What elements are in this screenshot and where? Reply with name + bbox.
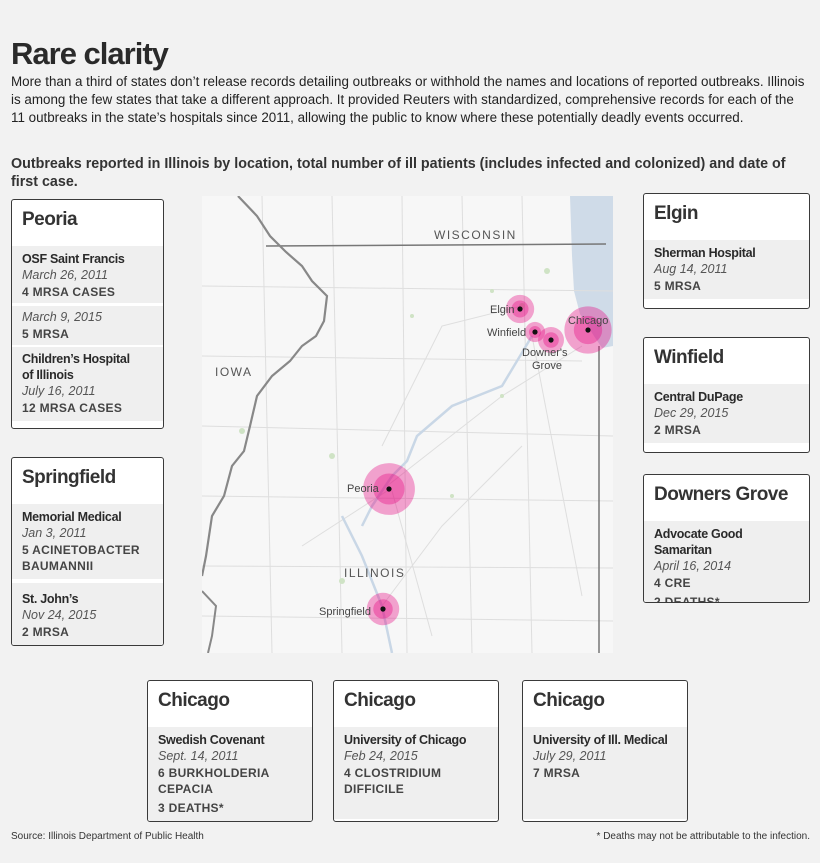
source-note: Source: Illinois Department of Public He…: [11, 831, 204, 842]
page-title: Rare clarity: [11, 36, 169, 71]
hospital-name: St. John’s: [22, 592, 79, 606]
infection-type: 6 BURKHOLDERIA: [158, 766, 270, 780]
footnote: * Deaths may not be attributable to the …: [596, 831, 810, 842]
hospital-name: Children’s Hospital: [22, 352, 130, 366]
case-count-2: 5 MRSA: [22, 327, 70, 341]
first-case-date: July 29, 2011: [533, 749, 607, 763]
card-winfield: Winfield Central DuPage Dec 29, 2015 2 M…: [643, 337, 810, 453]
hospital-entry: St. John’s Nov 24, 2015 2 MRSA: [12, 583, 163, 645]
card-city-title: Winfield: [654, 347, 724, 368]
card-downers-grove: Downers Grove Advocate Good Samaritan Ap…: [643, 474, 810, 603]
hospital-name: Memorial Medical: [22, 510, 122, 524]
hospital-entry: Sherman Hospital Aug 14, 2011 5 MRSA: [644, 240, 809, 299]
infection-type-line2: DIFFICILE: [344, 782, 405, 796]
card-chicago-university-of-chicago: Chicago University of Chicago Feb 24, 20…: [333, 680, 499, 822]
hospital-entry: Memorial Medical Jan 3, 2011 5 ACINETOBA…: [12, 504, 163, 579]
intro-paragraph: More than a third of states don’t releas…: [11, 74, 805, 125]
card-city-title: Chicago: [344, 690, 416, 711]
first-case-date: April 16, 2014: [654, 559, 732, 573]
city-dot-winfield: [532, 329, 538, 335]
card-peoria: Peoria OSF Saint Francis March 26, 2011 …: [11, 199, 164, 429]
city-dot-downers-grove: [548, 337, 554, 343]
first-case-date: March 26, 2011: [22, 268, 108, 282]
card-city-title: Peoria: [22, 209, 78, 230]
card-city-title: Chicago: [533, 690, 605, 711]
first-case-date: Sept. 14, 2011: [158, 749, 239, 763]
death-count: 3 DEATHS*: [158, 801, 224, 815]
case-count: 12 MRSA CASES: [22, 401, 123, 415]
region-label-illinois: ILLINOIS: [344, 566, 405, 580]
hospital-entry: University of Ill. Medical July 29, 2011…: [523, 727, 687, 819]
first-case-date: Jan 3, 2011: [22, 526, 87, 540]
hospital-entry: University of Chicago Feb 24, 2015 4 CLO…: [334, 727, 498, 819]
first-case-date: Feb 24, 2015: [344, 749, 418, 763]
city-dot-chicago: [585, 327, 591, 333]
map-subheading: Outbreaks reported in Illinois by locati…: [11, 156, 786, 190]
rivers: [340, 335, 534, 653]
card-springfield: Springfield Memorial Medical Jan 3, 2011…: [11, 457, 164, 646]
city-label-downers-grove-line2: Grove: [532, 360, 562, 372]
region-label-wisconsin: WISCONSIN: [434, 228, 517, 242]
hospital-entry: Central DuPage Dec 29, 2015 2 MRSA: [644, 384, 809, 443]
hospital-name: Sherman Hospital: [654, 246, 756, 260]
city-dot-springfield: [380, 606, 386, 612]
case-count: 2 MRSA: [654, 423, 702, 437]
death-count: 2 DEATHS*: [654, 595, 720, 603]
map-svg: WISCONSIN IOWA ILLINOIS Elgin Winfield D…: [202, 196, 613, 653]
infection-type-line2: CEPACIA: [158, 782, 214, 796]
hospital-entry: OSF Saint Francis March 26, 2011 4 MRSA …: [12, 246, 163, 345]
road-network: [202, 196, 613, 653]
city-label-chicago: Chicago: [568, 315, 608, 327]
card-city-title: Elgin: [654, 203, 698, 224]
first-case-date-2: March 9, 2015: [22, 310, 102, 324]
infection-type: 4 CLOSTRIDIUM: [344, 766, 442, 780]
state-borders: [202, 196, 607, 653]
case-count: 7 MRSA: [533, 766, 581, 780]
card-elgin: Elgin Sherman Hospital Aug 14, 2011 5 MR…: [643, 193, 810, 309]
city-dot-elgin: [517, 306, 523, 312]
first-case-date: Dec 29, 2015: [654, 406, 729, 420]
city-dot-peoria: [386, 486, 392, 492]
city-label-winfield: Winfield: [487, 327, 526, 339]
hospital-name: University of Ill. Medical: [533, 733, 668, 747]
city-label-downers-grove: Downer's: [522, 347, 568, 359]
first-case-date: Aug 14, 2011: [654, 262, 728, 276]
city-label-peoria: Peoria: [347, 483, 380, 495]
card-city-title: Springfield: [22, 467, 116, 488]
hospital-entry: Children’s Hospital of Illinois July 16,…: [12, 347, 163, 421]
outbreak-map[interactable]: WISCONSIN IOWA ILLINOIS Elgin Winfield D…: [202, 196, 613, 653]
card-city-title: Chicago: [158, 690, 230, 711]
region-label-iowa: IOWA: [215, 365, 253, 379]
city-label-springfield: Springfield: [319, 606, 371, 618]
card-chicago-swedish-covenant: Chicago Swedish Covenant Sept. 14, 2011 …: [147, 680, 313, 822]
first-case-date: Nov 24, 2015: [22, 608, 97, 622]
infection-type: 5 ACINETOBACTER: [22, 543, 140, 557]
city-label-elgin: Elgin: [490, 304, 514, 316]
case-count: 4 CRE: [654, 576, 691, 590]
case-count: 2 MRSA: [22, 625, 70, 639]
card-city-title: Downers Grove: [654, 484, 788, 505]
infection-type-line2: BAUMANNII: [22, 559, 94, 573]
hospital-name: Swedish Covenant: [158, 733, 265, 747]
case-count: 4 MRSA CASES: [22, 285, 116, 299]
case-count: 5 MRSA: [654, 279, 702, 293]
first-case-date: July 16, 2011: [22, 384, 96, 398]
hospital-name: OSF Saint Francis: [22, 252, 125, 266]
hospital-name: University of Chicago: [344, 733, 467, 747]
hospital-name-line2: of Illinois: [22, 368, 74, 382]
hospital-entry: Advocate Good Samaritan April 16, 2014 4…: [644, 521, 809, 603]
outbreak-markers: [363, 294, 612, 626]
lake-michigan: [570, 196, 613, 348]
hospital-name: Advocate Good Samaritan: [654, 527, 743, 557]
card-chicago-university-of-ill-medical: Chicago University of Ill. Medical July …: [522, 680, 688, 822]
hospital-name: Central DuPage: [654, 390, 743, 404]
hospital-entry: Swedish Covenant Sept. 14, 2011 6 BURKHO…: [148, 727, 312, 821]
